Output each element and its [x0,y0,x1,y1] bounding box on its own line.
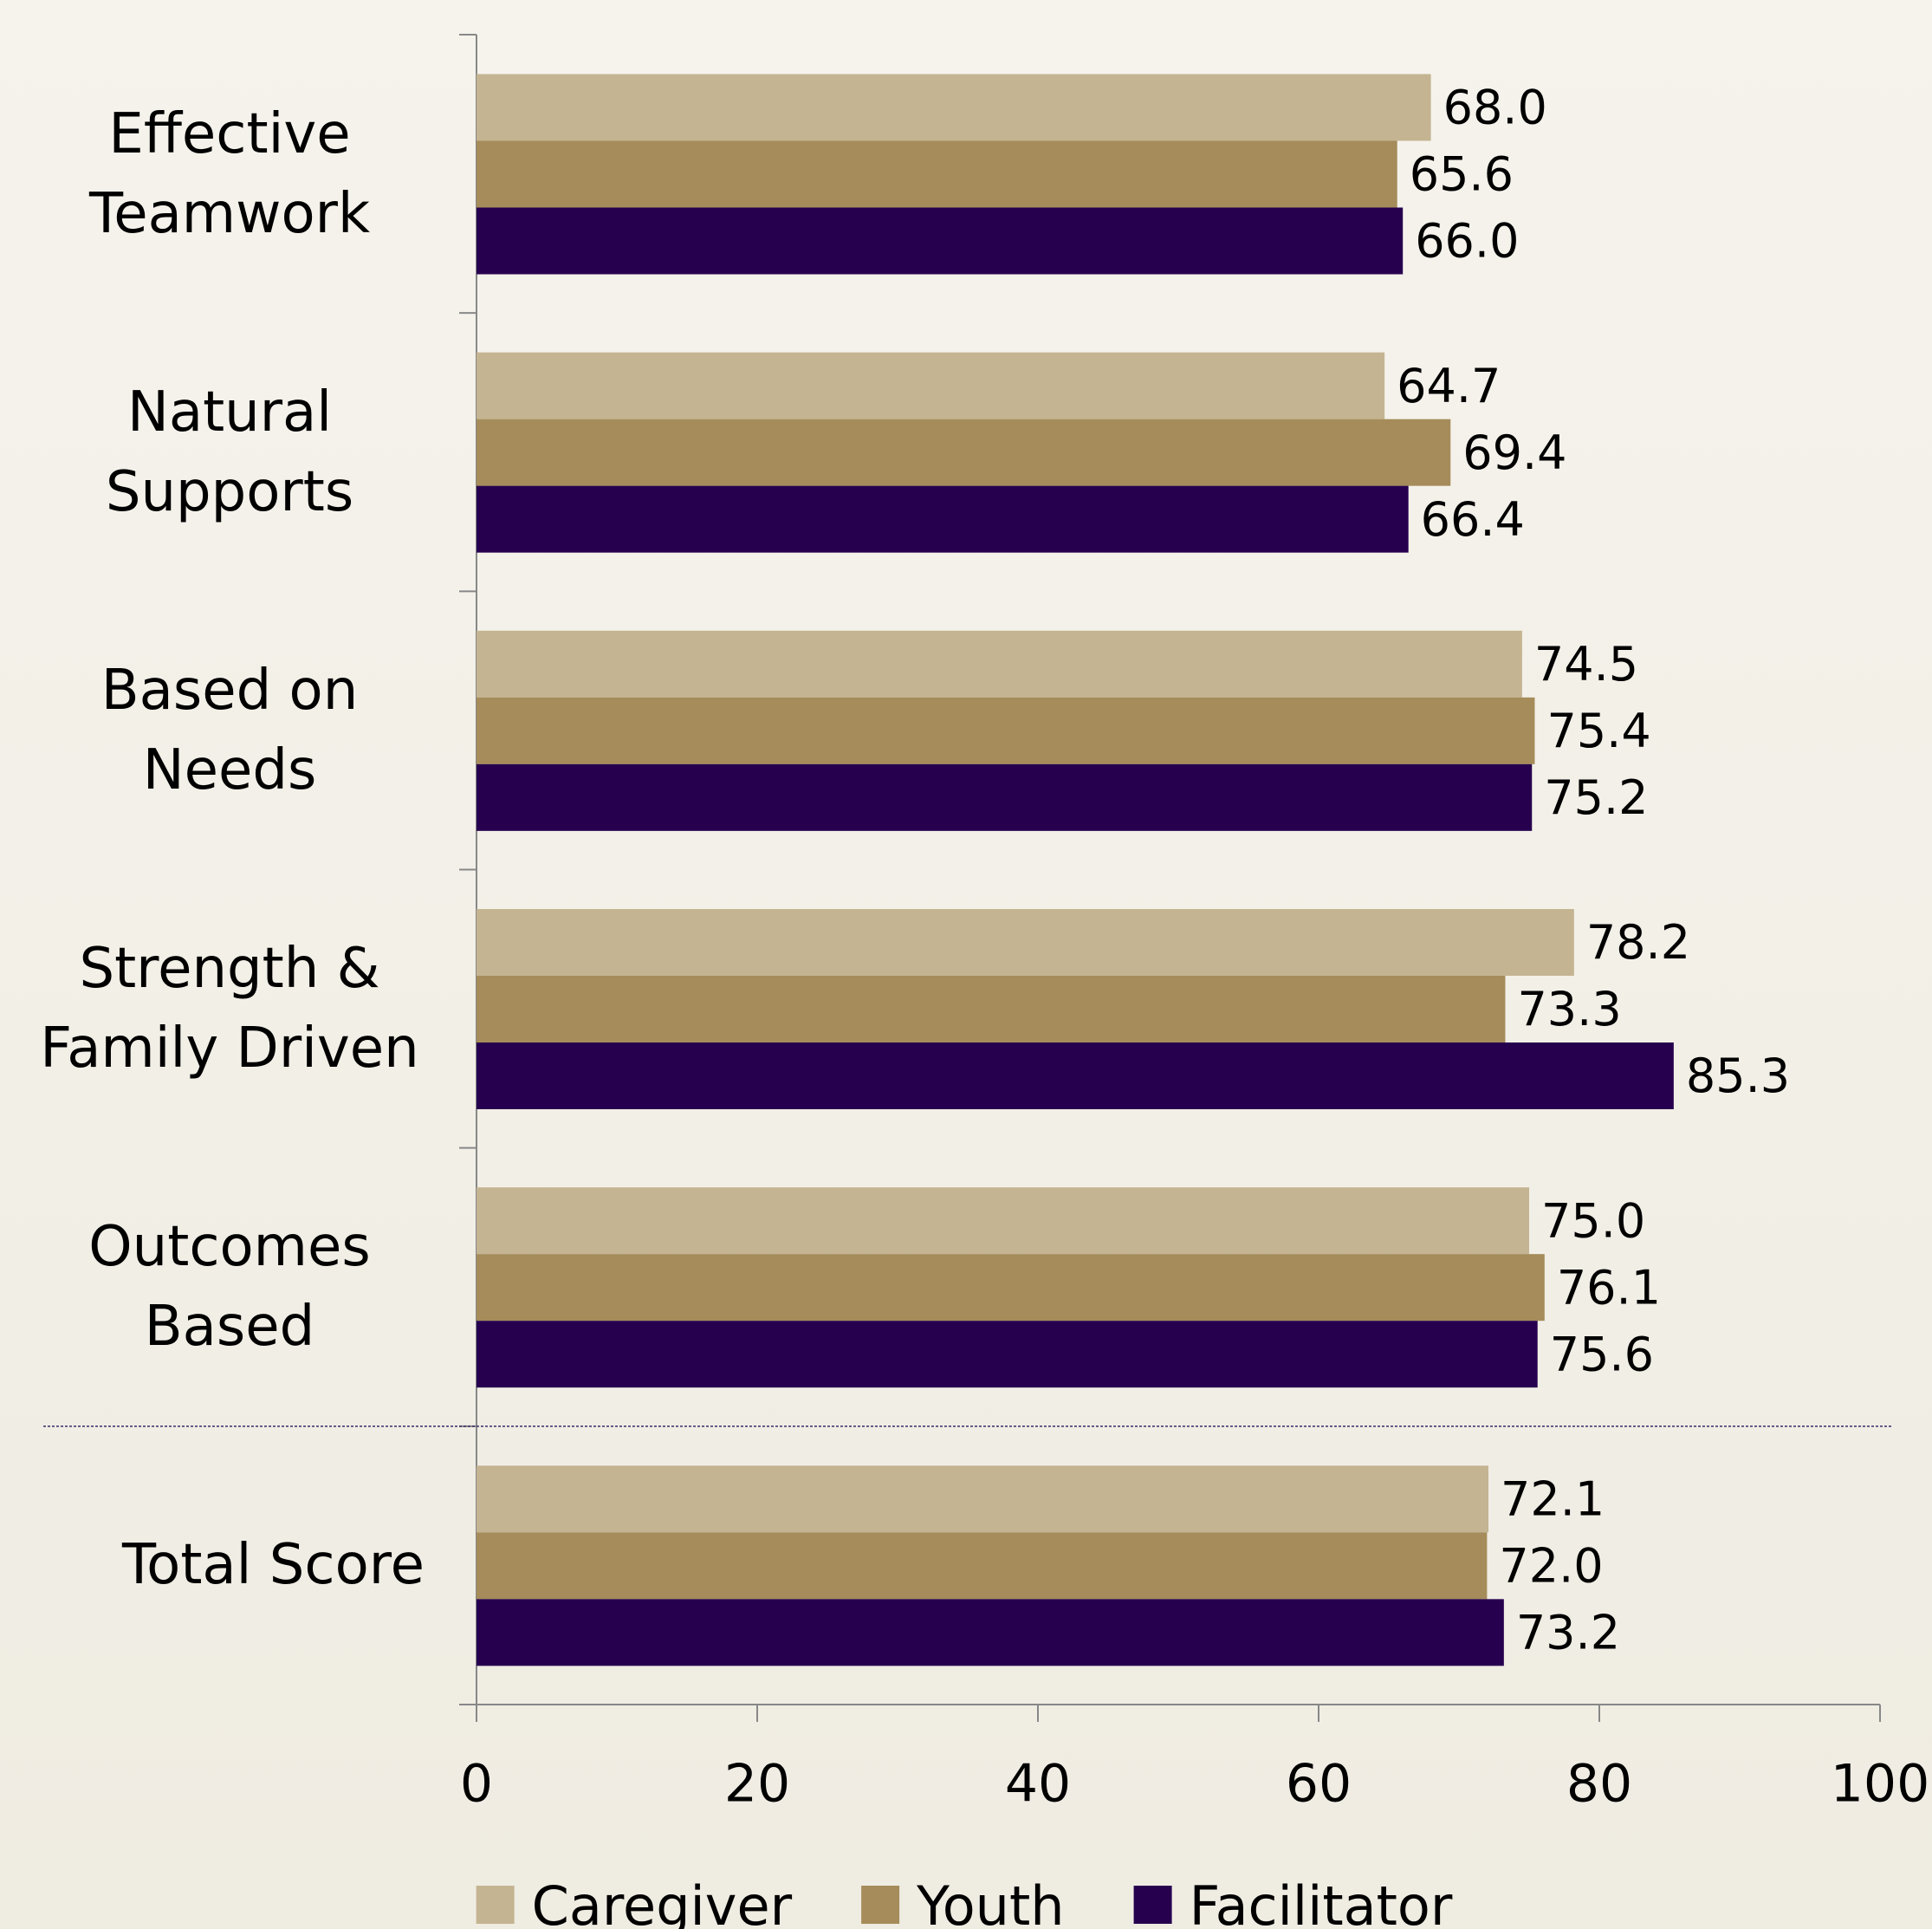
category-label: Natural Supports [35,313,425,591]
category-label: Effective Teamwork [35,35,425,313]
bar [477,1187,1529,1255]
value-label: 75.6 [1550,1327,1654,1381]
bar [477,140,1397,208]
value-label: 73.2 [1516,1605,1620,1659]
value-label: 65.6 [1410,147,1514,202]
category-text: Total Score [121,1533,425,1598]
bar [477,1254,1545,1322]
bar [477,1465,1489,1533]
x-tick-label: 100 [1831,1754,1930,1815]
x-tick-label: 20 [724,1754,790,1815]
bar [477,74,1431,141]
category-text: Outcomes Based [88,1215,371,1360]
bar [477,419,1451,486]
legend-label: Youth [916,1874,1064,1929]
value-label: 68.0 [1443,81,1547,135]
value-label: 78.2 [1586,915,1690,970]
category-text: Strength & Family Driven [40,937,419,1081]
bar [477,1042,1674,1109]
value-label: 72.0 [1499,1538,1603,1593]
legend-swatch [1133,1886,1172,1924]
x-tick-label: 80 [1566,1754,1632,1815]
value-label: 75.0 [1541,1193,1645,1248]
legend-label: Caregiver [532,1874,793,1929]
bar [477,976,1506,1042]
value-label: 72.1 [1501,1471,1605,1526]
x-tick-label: 0 [460,1754,493,1815]
bar [477,1599,1504,1666]
bar [477,697,1535,764]
category-label: Based on Needs [35,591,425,869]
legend-swatch [476,1886,515,1924]
bar [477,763,1533,831]
value-label: 73.3 [1517,982,1621,1036]
value-label: 64.7 [1397,359,1501,413]
value-label: 76.1 [1557,1260,1661,1315]
value-label: 85.3 [1686,1049,1790,1103]
value-label: 69.4 [1462,425,1566,480]
x-tick-label: 40 [1005,1754,1071,1815]
legend-swatch [861,1886,900,1924]
category-text: Effective Teamwork [88,101,371,246]
bar [477,485,1409,553]
value-label: 66.0 [1415,214,1519,269]
value-label: 74.5 [1534,637,1638,692]
category-text: Natural Supports [105,380,354,524]
bar [477,352,1385,419]
bar [477,207,1404,275]
bar [477,630,1522,698]
value-label: 66.4 [1421,492,1525,547]
legend-label: Facilitator [1190,1874,1453,1929]
x-tick-label: 60 [1286,1754,1352,1815]
value-label: 75.2 [1544,770,1648,825]
category-label: Outcomes Based [35,1148,425,1426]
bar [477,909,1574,976]
category-text: Based on Needs [100,658,359,802]
bar [477,1321,1538,1388]
category-label: Strength & Family Driven [35,870,425,1148]
value-label: 75.4 [1546,704,1650,758]
bar [477,1532,1488,1600]
category-label: Total Score [35,1426,425,1705]
